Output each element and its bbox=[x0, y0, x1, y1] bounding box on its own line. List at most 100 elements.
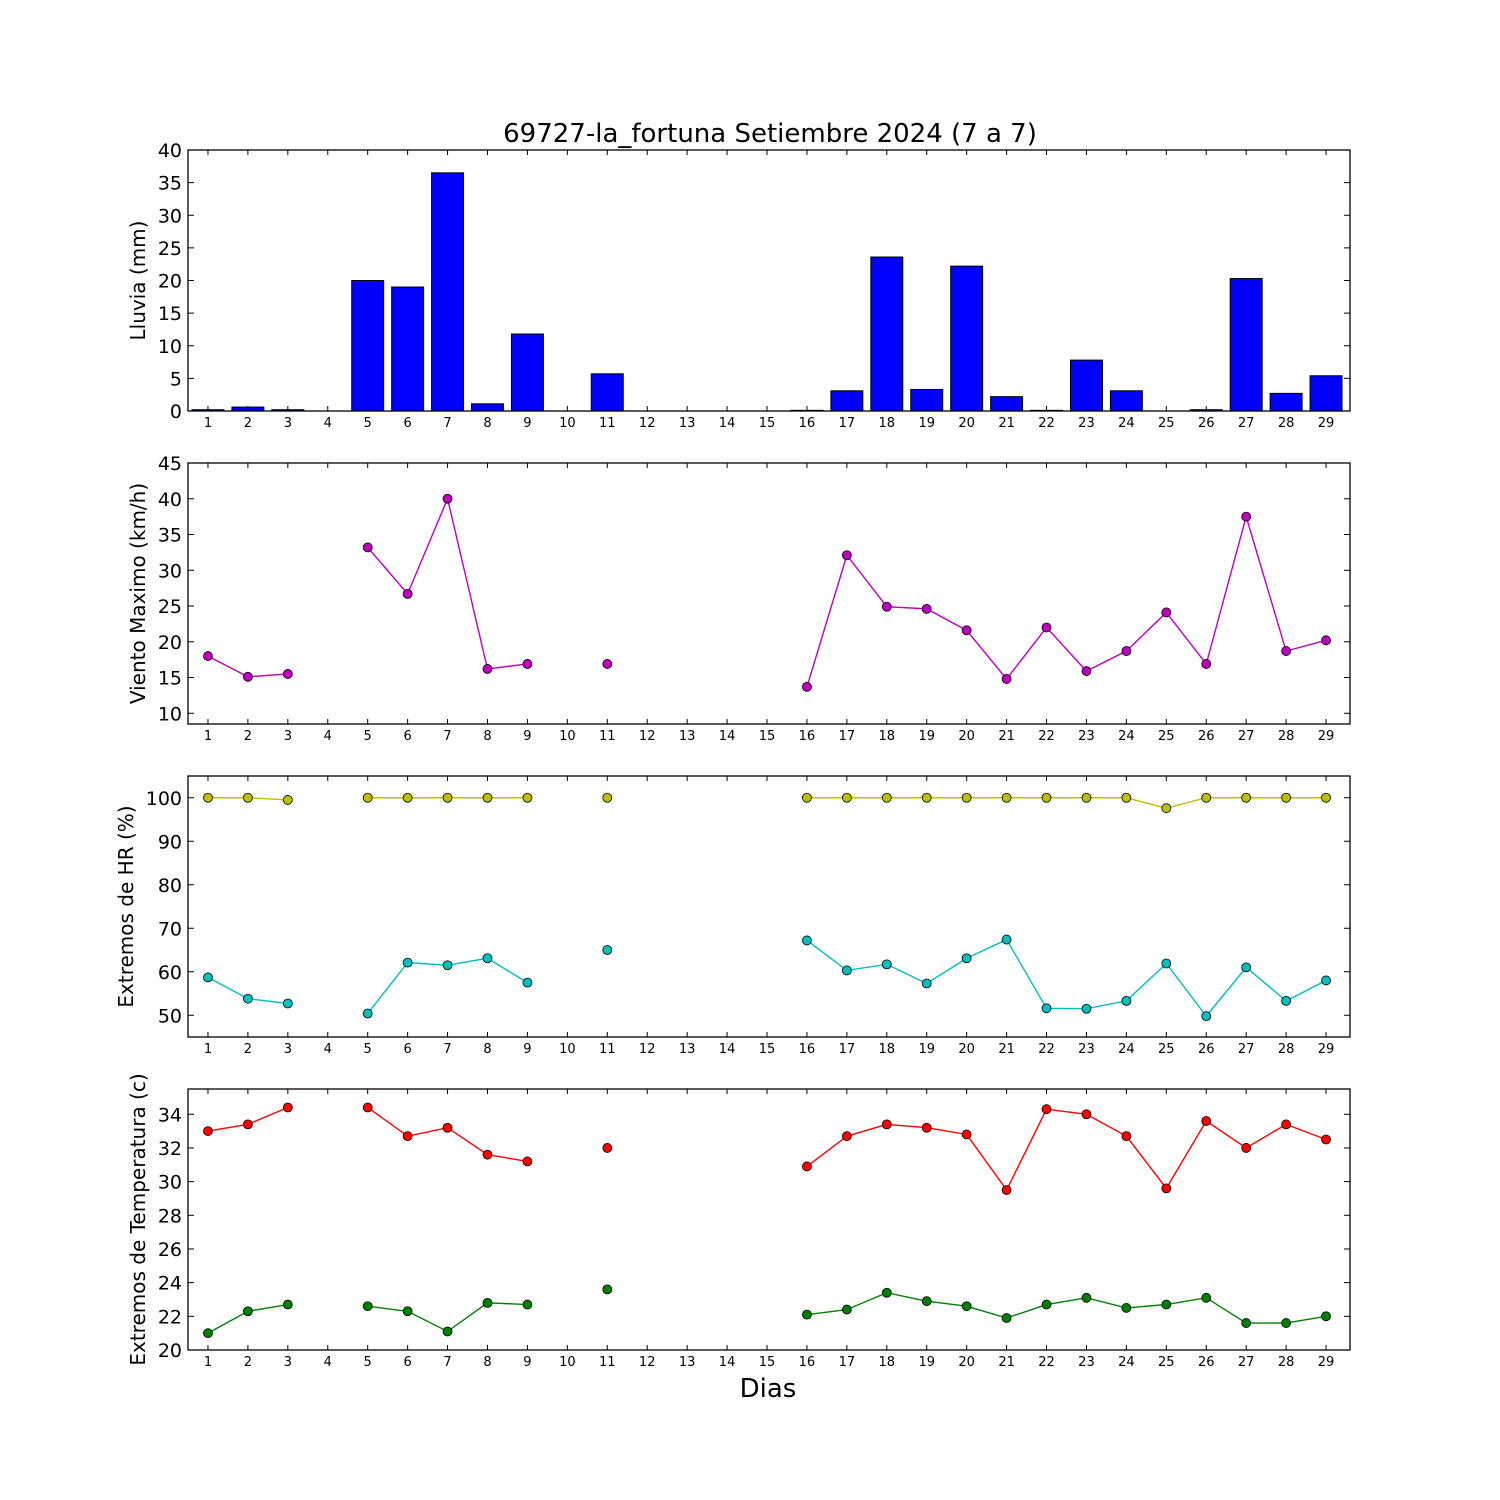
x-tick-label: 8 bbox=[483, 1355, 491, 1370]
x-tick-label: 25 bbox=[1158, 1355, 1175, 1370]
data-point bbox=[442, 493, 453, 504]
data-point bbox=[242, 792, 253, 803]
plot-frame bbox=[187, 149, 1351, 412]
x-tick-label: 13 bbox=[679, 416, 696, 431]
rain-bar bbox=[1229, 278, 1263, 412]
series-line bbox=[806, 1108, 1327, 1192]
rain-bar bbox=[351, 280, 385, 412]
x-tick-label: 7 bbox=[443, 729, 451, 744]
x-tick-label: 20 bbox=[958, 1042, 975, 1057]
x-tick-label: 20 bbox=[958, 729, 975, 744]
x-tick-label: 15 bbox=[759, 416, 776, 431]
data-point bbox=[1281, 1318, 1292, 1328]
x-tick-label: 14 bbox=[719, 1042, 736, 1057]
y-tick-label: 30 bbox=[158, 560, 182, 582]
y-axis-label: Viento Maximo (km/h) bbox=[126, 483, 150, 704]
data-point bbox=[1161, 1183, 1172, 1194]
y-tick-label: 20 bbox=[158, 632, 182, 654]
data-point bbox=[802, 1309, 812, 1320]
y-tick-label: 20 bbox=[158, 271, 182, 293]
y-tick-label: 100 bbox=[146, 788, 182, 810]
data-point bbox=[1201, 1292, 1212, 1303]
x-tick-label: 12 bbox=[639, 416, 656, 431]
rain-bar bbox=[830, 390, 864, 412]
data-point bbox=[1281, 792, 1292, 803]
y-tick-label: 26 bbox=[158, 1239, 182, 1261]
x-tick-label: 1 bbox=[204, 729, 212, 744]
rain-bar bbox=[510, 333, 544, 412]
data-point bbox=[1281, 1119, 1292, 1130]
x-tick-label: 15 bbox=[759, 729, 776, 744]
y-tick-label: 90 bbox=[158, 831, 182, 853]
x-tick-label: 29 bbox=[1318, 729, 1335, 744]
data-point bbox=[203, 972, 213, 983]
x-tick-label: 26 bbox=[1198, 1042, 1215, 1057]
data-point bbox=[1041, 622, 1052, 633]
data-point bbox=[1081, 666, 1092, 676]
rain-bar bbox=[391, 286, 425, 412]
x-tick-label: 7 bbox=[443, 1355, 451, 1370]
y-tick-label: 30 bbox=[158, 205, 182, 227]
data-point bbox=[282, 1299, 293, 1310]
x-tick-label: 1 bbox=[204, 1355, 212, 1370]
series-line bbox=[806, 514, 1327, 688]
x-tick-label: 5 bbox=[364, 1355, 372, 1370]
x-tick-label: 2 bbox=[244, 1355, 252, 1370]
data-point bbox=[881, 1287, 892, 1298]
x-tick-label: 19 bbox=[918, 1042, 935, 1057]
x-tick-label: 11 bbox=[599, 1355, 616, 1370]
data-point bbox=[1241, 1143, 1252, 1153]
x-tick-label: 18 bbox=[879, 416, 896, 431]
data-point bbox=[1121, 995, 1132, 1006]
x-tick-label: 1 bbox=[204, 1042, 212, 1057]
x-tick-label: 26 bbox=[1198, 1355, 1215, 1370]
x-tick-label: 29 bbox=[1318, 1042, 1335, 1057]
rain-bar bbox=[1309, 375, 1343, 412]
x-tick-label: 22 bbox=[1038, 416, 1055, 431]
y-tick-label: 70 bbox=[158, 918, 182, 940]
data-point bbox=[961, 1129, 972, 1140]
data-point bbox=[1121, 1131, 1132, 1142]
y-tick-label: 10 bbox=[158, 336, 182, 358]
x-tick-label: 16 bbox=[799, 1042, 816, 1057]
x-tick-label: 14 bbox=[719, 416, 736, 431]
x-tick-label: 8 bbox=[483, 416, 491, 431]
x-tick-label: 9 bbox=[523, 729, 531, 744]
data-point bbox=[961, 953, 972, 964]
rain-bar bbox=[1269, 392, 1303, 412]
data-point bbox=[961, 1301, 972, 1312]
x-tick-label: 20 bbox=[958, 1355, 975, 1370]
y-tick-label: 25 bbox=[158, 596, 182, 618]
data-point bbox=[1321, 975, 1331, 986]
x-tick-label: 27 bbox=[1238, 1355, 1255, 1370]
x-tick-label: 16 bbox=[799, 729, 816, 744]
x-tick-label: 24 bbox=[1118, 1042, 1135, 1057]
x-tick-label: 8 bbox=[483, 729, 491, 744]
x-tick-label: 15 bbox=[759, 1042, 776, 1057]
data-point bbox=[442, 792, 453, 803]
x-tick-label: 25 bbox=[1158, 1042, 1175, 1057]
x-tick-label: 18 bbox=[879, 1042, 896, 1057]
x-tick-label: 13 bbox=[679, 1355, 696, 1370]
x-tick-label: 3 bbox=[284, 416, 292, 431]
data-point bbox=[1201, 659, 1212, 669]
x-tick-label: 18 bbox=[879, 729, 896, 744]
series-line bbox=[806, 938, 1327, 1018]
x-tick-label: 10 bbox=[559, 729, 576, 744]
y-tick-label: 28 bbox=[158, 1205, 182, 1227]
x-tick-label: 29 bbox=[1318, 416, 1335, 431]
data-point bbox=[522, 659, 533, 669]
data-point bbox=[1081, 792, 1092, 803]
rain-bar bbox=[1109, 390, 1143, 412]
x-tick-label: 23 bbox=[1078, 416, 1095, 431]
chart-title: 69727-la_fortuna Setiembre 2024 (7 a 7) bbox=[503, 119, 1037, 149]
data-point bbox=[1121, 1303, 1132, 1313]
x-tick-label: 22 bbox=[1038, 1355, 1055, 1370]
series-line bbox=[806, 1292, 1327, 1324]
data-point bbox=[841, 1131, 852, 1142]
data-point bbox=[522, 1299, 533, 1310]
y-tick-label: 0 bbox=[170, 401, 182, 423]
x-tick-label: 12 bbox=[639, 729, 656, 744]
